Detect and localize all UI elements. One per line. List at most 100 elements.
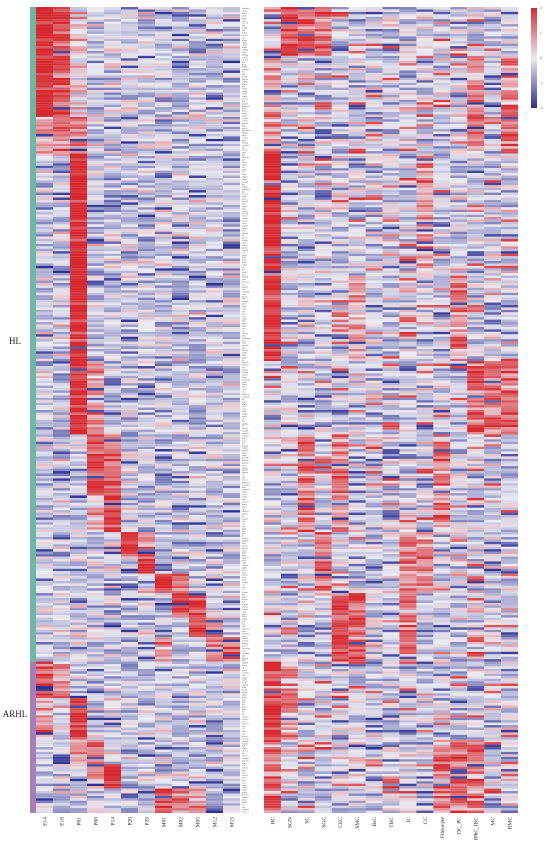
heatmap-cell <box>172 717 190 721</box>
heatmap-cell <box>206 412 224 415</box>
heatmap-cell <box>223 449 241 452</box>
heatmap-cell <box>433 46 451 49</box>
heatmap-cell <box>484 28 502 32</box>
heatmap-cell <box>189 747 207 750</box>
heatmap-cell <box>365 58 383 61</box>
heatmap-cell <box>53 173 71 176</box>
heatmap-cell <box>70 483 88 486</box>
heatmap-cell <box>223 639 241 643</box>
heatmap-cell <box>280 65 298 69</box>
heatmap-cell <box>172 175 190 179</box>
heatmap-cell <box>206 300 224 303</box>
heatmap-cell <box>172 331 190 335</box>
heatmap-cell <box>155 756 173 760</box>
heatmap-cell <box>53 14 71 17</box>
heatmap-cell <box>189 9 207 12</box>
heatmap-cell <box>172 737 190 740</box>
heatmap-cell <box>87 256 105 259</box>
heatmap-cell <box>121 612 139 616</box>
heatmap-cell <box>121 515 139 518</box>
heatmap-cell <box>36 280 54 284</box>
gene-label-mark: rwkbac <box>242 565 249 567</box>
heatmap-cell <box>87 175 105 179</box>
heatmap-cell <box>172 556 190 560</box>
heatmap-cell <box>206 119 224 122</box>
heatmap-cell <box>121 422 139 425</box>
gene-label-mark: lkr <box>242 704 245 706</box>
heatmap-cell <box>36 507 54 511</box>
heatmap-cell <box>53 541 71 545</box>
heatmap-cell <box>36 224 54 227</box>
heatmap-cell <box>484 107 502 110</box>
heatmap-cell <box>70 497 88 501</box>
heatmap-cell <box>331 75 349 78</box>
heatmap-cell <box>70 82 88 86</box>
heatmap-cell <box>189 87 207 91</box>
heatmap-cell <box>223 656 241 660</box>
heatmap-cell <box>104 778 122 782</box>
heatmap-cell <box>382 36 400 39</box>
heatmap-cell <box>206 580 224 584</box>
gene-label-mark: dlga <box>242 256 246 259</box>
heatmap-cell <box>189 346 207 349</box>
heatmap-cell <box>36 791 54 794</box>
heatmap-cell <box>104 451 122 455</box>
heatmap-cell <box>155 761 173 765</box>
heatmap-cell <box>223 219 241 222</box>
heatmap-cell <box>223 87 241 91</box>
heatmap-cell <box>382 65 400 69</box>
heatmap-cell <box>155 805 173 809</box>
heatmap-cell <box>155 348 173 352</box>
heatmap-cell <box>172 624 190 628</box>
heatmap-cell <box>104 632 122 635</box>
gene-label-mark: chp <box>242 499 246 501</box>
heatmap-cell <box>467 90 485 93</box>
heatmap-cell <box>172 637 190 640</box>
gene-label-mark: dpnr <box>242 580 246 582</box>
heatmap-cell <box>365 50 383 54</box>
heatmap-cell <box>53 678 71 682</box>
heatmap-cell <box>53 729 71 733</box>
heatmap-cell <box>36 317 54 320</box>
heatmap-cell <box>104 573 122 577</box>
heatmap-cell <box>53 661 71 665</box>
heatmap-cell <box>382 43 400 47</box>
heatmap-cell <box>172 407 190 411</box>
heatmap-cell <box>138 659 156 662</box>
heatmap-cell <box>206 671 224 674</box>
heatmap-cell <box>223 666 241 669</box>
heatmap-cell <box>138 715 156 718</box>
heatmap-cell <box>36 607 54 611</box>
heatmap-cell <box>121 212 139 215</box>
heatmap-cell <box>36 287 54 291</box>
heatmap-cell <box>223 358 241 362</box>
heatmap-cell <box>70 646 88 650</box>
heatmap-cell <box>53 33 71 37</box>
heatmap-cell <box>53 253 71 257</box>
heatmap-cell <box>53 217 71 220</box>
gene-label-mark: btrw <box>242 313 247 315</box>
heatmap-cell <box>53 590 71 594</box>
heatmap-cell <box>53 182 71 186</box>
heatmap-cell <box>172 505 190 508</box>
heatmap-cell <box>155 131 173 135</box>
heatmap-cell <box>70 734 88 738</box>
heatmap-cell <box>189 556 207 560</box>
heatmap-cell <box>206 590 224 594</box>
heatmap-cell <box>297 90 315 93</box>
heatmap-cell <box>206 131 224 135</box>
gene-label-mark: rcefp <box>242 681 248 684</box>
heatmap-cell <box>399 107 417 110</box>
heatmap-cell <box>121 207 139 210</box>
heatmap-cell <box>121 685 139 689</box>
gene-label-mark: fdwcl <box>242 12 248 15</box>
heatmap-cell <box>53 600 71 603</box>
heatmap-cell <box>87 314 105 318</box>
gene-label-mark: gkm <box>242 17 246 20</box>
heatmap-cell <box>206 116 224 120</box>
heatmap-cell <box>206 764 224 767</box>
heatmap-cell <box>450 107 468 110</box>
heatmap-cell <box>206 732 224 735</box>
heatmap-cell <box>53 668 71 672</box>
heatmap-cell <box>206 75 224 78</box>
